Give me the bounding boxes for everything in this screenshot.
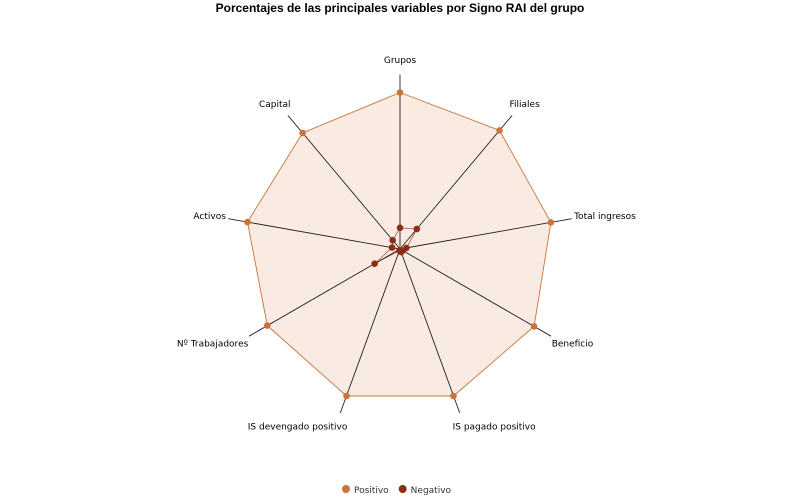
- point-positivo-is-pagado-positivo[interactable]: [450, 392, 457, 400]
- legend-marker-negativo: [398, 485, 407, 493]
- axis-label-filiales: Filiales: [510, 100, 541, 110]
- point-negativo-activos[interactable]: [388, 244, 396, 251]
- axis-spoke-total-ingresos: [399, 218, 572, 250]
- radar-points: [244, 89, 555, 400]
- radar-areas: [247, 92, 552, 397]
- legend-label-negativo[interactable]: Negativo: [411, 486, 452, 496]
- axis-label-activos: Activos: [193, 212, 226, 222]
- point-negativo-grupos[interactable]: [396, 224, 404, 232]
- axis-label-beneficio: Beneficio: [552, 340, 594, 350]
- point-positivo-n-trabajadores[interactable]: [264, 322, 271, 329]
- axis-label-n-trabajadores: Nº Trabajadores: [177, 340, 249, 350]
- point-positivo-beneficio[interactable]: [530, 323, 538, 330]
- point-negativo-n-trabajadores[interactable]: [371, 260, 378, 268]
- axis-label-capital: Capital: [259, 100, 291, 110]
- chart-title: Porcentajes de las principales variables…: [216, 1, 585, 15]
- legend-marker-positivo: [342, 485, 350, 493]
- legend: Positivo Negativo: [342, 485, 452, 496]
- point-positivo-total-ingresos[interactable]: [547, 219, 555, 226]
- point-negativo-filiales[interactable]: [413, 225, 421, 233]
- axis-spoke-is-devengado-positivo: [339, 248, 401, 414]
- axis-spoke-beneficio: [399, 248, 552, 337]
- axis-spoke-activos: [228, 218, 401, 250]
- point-positivo-is-devengado-positivo[interactable]: [343, 392, 350, 400]
- axis-labels: Grupos Filiales Total ingresos Beneficio IS …: [177, 56, 636, 433]
- point-positivo-filiales[interactable]: [496, 127, 503, 134]
- axis-label-total-ingresos: Total ingresos: [573, 212, 636, 222]
- point-negativo-is-devengado-positivo[interactable]: [396, 247, 403, 254]
- axis-label-grupos: Grupos: [384, 56, 417, 66]
- axis-label-is-pagado-positivo: IS pagado positivo: [453, 423, 537, 433]
- point-positivo-capital[interactable]: [299, 129, 306, 137]
- point-positivo-activos[interactable]: [244, 218, 251, 226]
- point-positivo-grupos[interactable]: [396, 89, 404, 96]
- series-area-positivo: [247, 92, 552, 397]
- point-negativo-capital[interactable]: [389, 237, 397, 244]
- axis-spoke-is-pagado-positivo: [399, 248, 461, 414]
- axis-label-is-devengado-positivo: IS devengado positivo: [248, 423, 348, 433]
- legend-label-positivo[interactable]: Positivo: [354, 486, 389, 496]
- axis-spoke-capital: [287, 115, 401, 250]
